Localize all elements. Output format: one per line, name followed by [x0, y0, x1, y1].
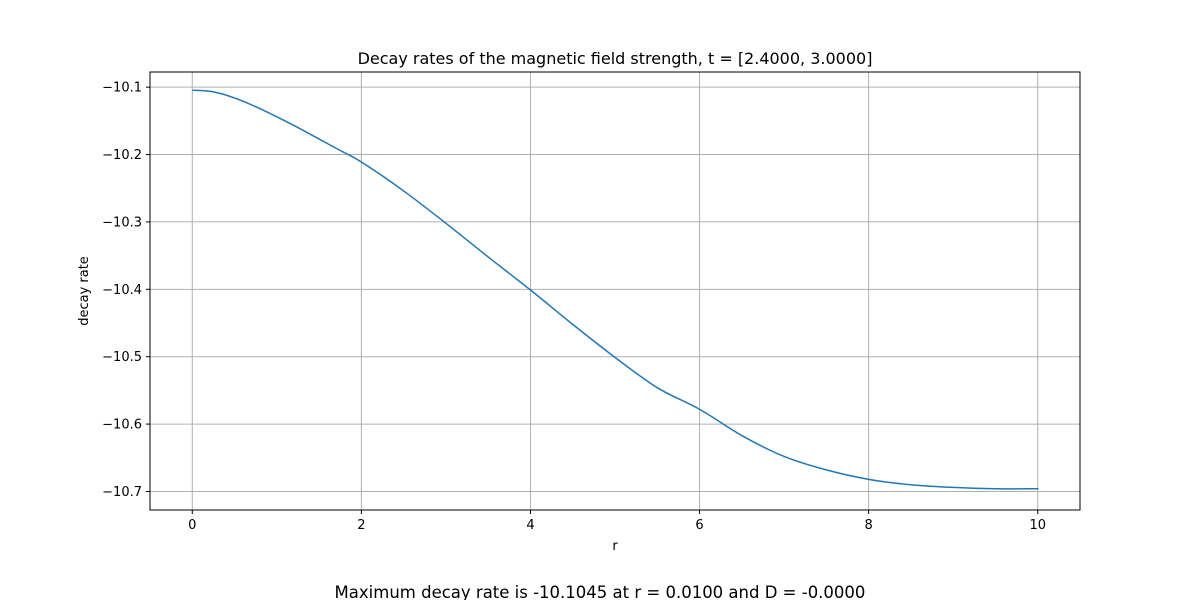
- x-tick-label: 10: [1029, 518, 1046, 533]
- y-tick-label: −10.1: [102, 81, 142, 96]
- y-tick-label: −10.6: [102, 418, 142, 433]
- y-tick-label: −10.7: [102, 485, 142, 500]
- y-tick-label: −10.4: [102, 283, 142, 298]
- x-tick-label: 2: [357, 518, 365, 533]
- decay-rate-line: [192, 89, 1039, 490]
- chart-title: Decay rates of the magnetic field streng…: [358, 49, 873, 68]
- x-axis-ticks: 0 2 4 6 8 10: [188, 510, 1046, 533]
- y-tick-label: −10.2: [102, 148, 142, 163]
- x-axis-label: r: [612, 539, 618, 554]
- summary-caption: Maximum decay rate is -10.1045 at r = 0.…: [335, 583, 866, 600]
- plot-frame: [149, 71, 1081, 511]
- x-tick-label: 6: [695, 518, 703, 533]
- y-tick-label: −10.5: [102, 350, 142, 365]
- y-axis-label: decay rate: [77, 256, 92, 326]
- series-layer: [192, 89, 1039, 490]
- x-tick-label: 0: [188, 518, 196, 533]
- y-tick-label: −10.3: [102, 215, 142, 230]
- x-tick-label: 8: [864, 518, 872, 533]
- y-axis-ticks: −10.1 −10.2 −10.3 −10.4 −10.5 −10.6 −10.7: [102, 81, 150, 500]
- x-tick-label: 4: [526, 518, 534, 533]
